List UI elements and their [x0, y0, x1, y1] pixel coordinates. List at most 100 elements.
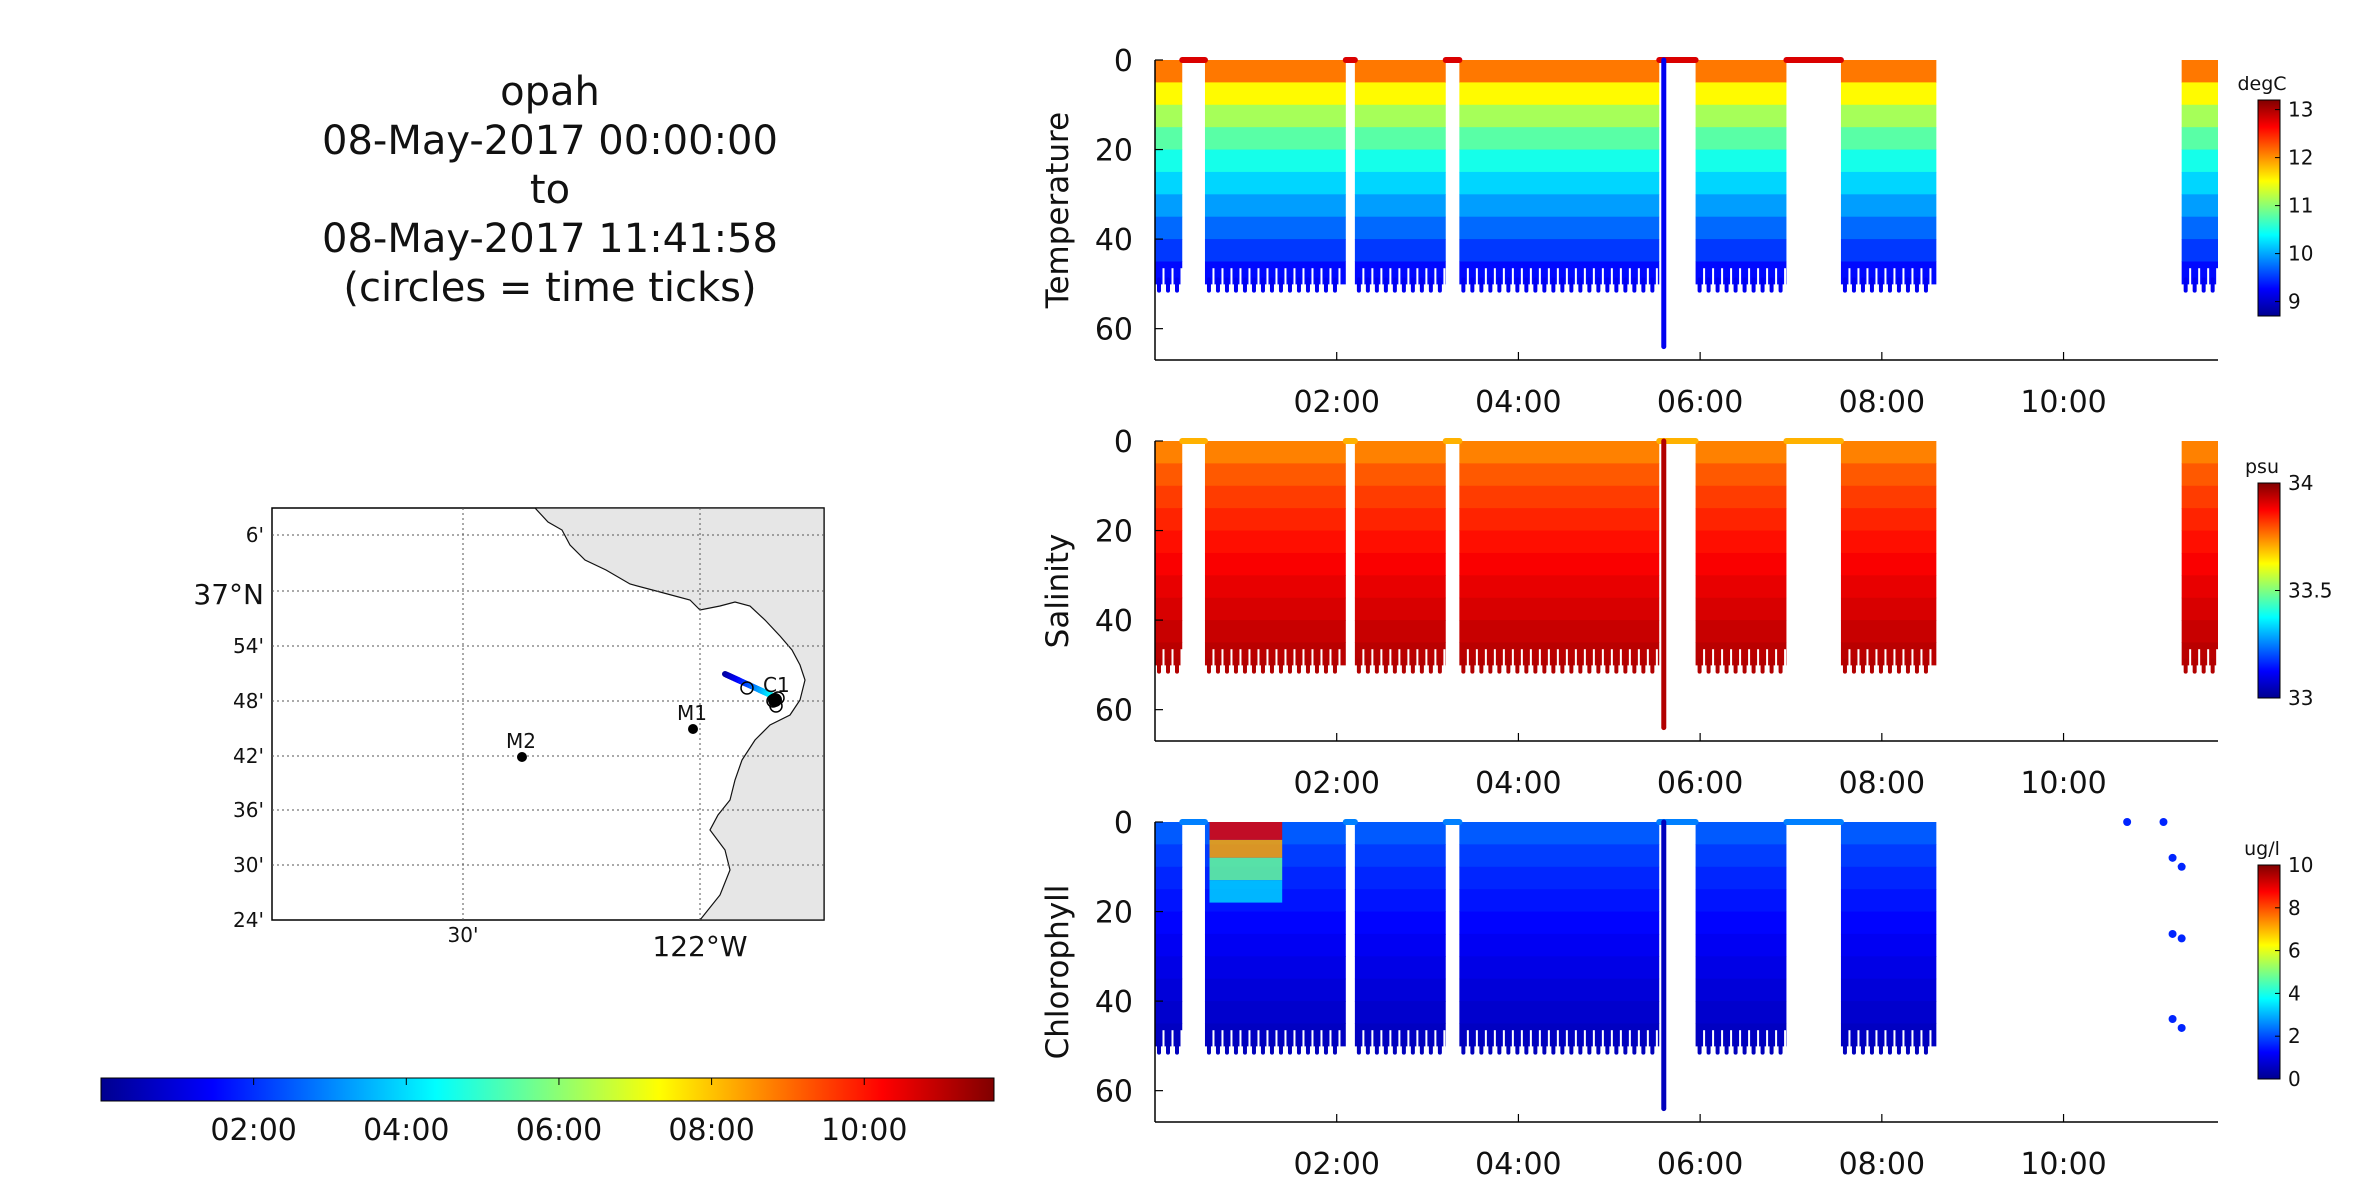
isolated-sample — [2168, 853, 2177, 862]
depth-band — [2181, 597, 2218, 621]
depth-band — [1204, 978, 1346, 1002]
depth-band — [1204, 82, 1346, 106]
depth-band — [1155, 104, 1183, 128]
colorbar-units: psu — [2245, 456, 2279, 478]
depth-band — [1840, 441, 1937, 464]
profile-segment — [1695, 60, 1787, 293]
end-time: 08-May-2017 11:41:58 — [322, 216, 778, 262]
depth-band — [1695, 575, 1787, 599]
depth-band — [1840, 978, 1937, 1002]
depth-band — [1155, 575, 1183, 599]
depth-band — [1204, 597, 1346, 621]
x-tick-label: 08:00 — [1839, 385, 1925, 420]
depth-band — [1155, 441, 1183, 464]
bloom-layer — [1209, 880, 1283, 903]
lat-label: 6' — [246, 523, 264, 547]
x-tick-label: 08:00 — [1839, 766, 1925, 801]
depth-band — [1155, 956, 1183, 980]
depth-band — [2181, 171, 2218, 195]
colorbar-units: degC — [2237, 73, 2286, 95]
depth-band — [1155, 1001, 1183, 1024]
depth-band — [1695, 149, 1787, 173]
colorbar-tick-label: 8 — [2288, 896, 2301, 920]
depth-band — [1840, 822, 1937, 845]
depth-band — [1695, 911, 1787, 935]
depth-band — [1155, 485, 1183, 509]
depth-band — [1155, 463, 1183, 487]
depth-band — [1155, 149, 1183, 173]
depth-band — [1459, 552, 1660, 576]
depth-band — [1840, 508, 1937, 532]
map-lon-labels: 30' 122°W — [448, 923, 748, 963]
time-colorbar-label: 04:00 — [363, 1113, 449, 1148]
colorbar-tick-label: 13 — [2288, 98, 2313, 122]
colorbar-tick-label: 10 — [2288, 853, 2313, 877]
depth-band — [1354, 530, 1446, 554]
lat-label: 30' — [233, 853, 264, 877]
depth-band — [1695, 463, 1787, 487]
colorbar-tick-label: 6 — [2288, 939, 2301, 963]
depth-band — [1204, 575, 1346, 599]
x-tick-label: 10:00 — [2020, 1147, 2106, 1181]
depth-band — [2181, 575, 2218, 599]
depth-band — [1354, 127, 1446, 151]
colorbar-tick-label: 0 — [2288, 1067, 2301, 1091]
depth-band — [2181, 194, 2218, 218]
depth-band — [1155, 194, 1183, 218]
depth-band — [1695, 1001, 1787, 1024]
depth-band — [1695, 127, 1787, 151]
depth-band — [1840, 149, 1937, 173]
depth-band — [1155, 911, 1183, 935]
depth-band — [1840, 171, 1937, 195]
depth-band — [1204, 530, 1346, 554]
depth-band — [1840, 911, 1937, 935]
depth-band — [1155, 822, 1183, 845]
depth-band — [1204, 463, 1346, 487]
value-colorbar: psu 34 33.5 33 — [2245, 456, 2333, 710]
colorbar-tick-label: 33.5 — [2288, 579, 2333, 603]
depth-band — [1840, 889, 1937, 913]
profile-segment — [1155, 60, 1183, 293]
profile-segment — [1459, 60, 1660, 293]
depth-band — [1695, 60, 1787, 83]
depth-band — [1204, 933, 1346, 957]
x-tick-label: 02:00 — [1293, 766, 1379, 801]
depth-band — [1459, 104, 1660, 128]
station-m1: M1 — [677, 701, 707, 734]
depth-band — [1695, 194, 1787, 218]
depth-band — [1204, 104, 1346, 128]
map-grid — [272, 508, 824, 920]
map-lat-labels: 6' 37°N 54' 48' 42' 36' 30' 24' — [193, 523, 264, 932]
station-label: C1 — [763, 673, 790, 697]
depth-band — [1459, 239, 1660, 262]
colorbar-tick-label: 9 — [2288, 290, 2301, 314]
depth-band — [1840, 239, 1937, 262]
depth-band — [1840, 60, 1937, 83]
depth-band — [1354, 889, 1446, 913]
profile-segment — [1840, 441, 1937, 674]
lat-label: 24' — [233, 908, 264, 932]
profile-segment — [1840, 822, 1937, 1055]
depth-band — [1695, 485, 1787, 509]
x-tick-label: 04:00 — [1475, 1147, 1561, 1181]
profile-segment — [1695, 441, 1787, 674]
depth-band — [1155, 239, 1183, 262]
profile-data — [1155, 438, 2219, 731]
depth-band — [1459, 127, 1660, 151]
x-tick-label: 08:00 — [1839, 1147, 1925, 1181]
depth-band — [1155, 620, 1183, 643]
depth-band — [2181, 60, 2218, 83]
depth-band — [1354, 104, 1446, 128]
depth-band — [1459, 866, 1660, 890]
depth-band — [1695, 239, 1787, 262]
depth-band — [1354, 485, 1446, 509]
depth-band — [1459, 620, 1660, 643]
depth-band — [1695, 978, 1787, 1002]
depth-band — [1204, 485, 1346, 509]
isolated-sample — [2177, 1023, 2186, 1032]
bloom-patch — [1209, 822, 1283, 903]
depth-band — [1155, 127, 1183, 151]
depth-band — [1459, 889, 1660, 913]
depth-band — [1204, 194, 1346, 218]
